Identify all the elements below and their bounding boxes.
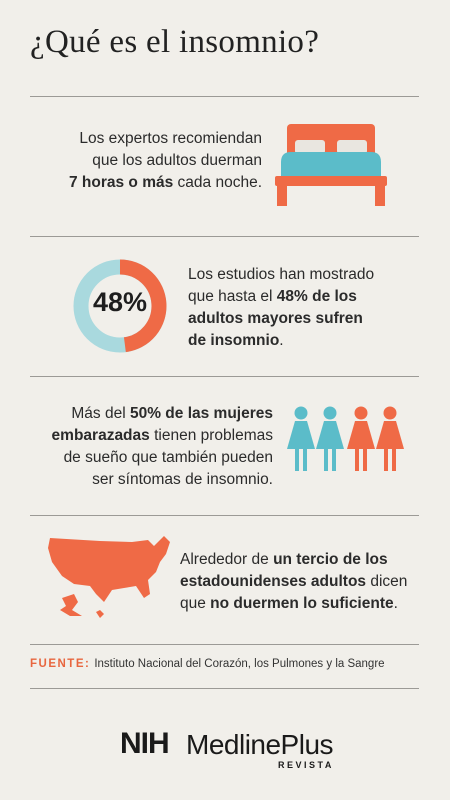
percent-label: 48%: [92, 287, 148, 317]
logo-nih: NIH: [120, 727, 170, 760]
source-line: FUENTE: Instituto Nacional del Corazón, l…: [30, 658, 385, 670]
women-figures-icon: [287, 406, 404, 471]
divider: [30, 376, 419, 377]
divider: [30, 236, 419, 237]
page-title: ¿Qué es el insomnio?: [30, 24, 320, 60]
source-label: FUENTE:: [30, 658, 91, 670]
usa-map-icon: [48, 536, 170, 618]
divider: [30, 688, 419, 689]
logo-medlineplus: MedlinePlus: [186, 729, 334, 760]
section-americans-text: Alrededor de un tercio de los estadounid…: [180, 551, 408, 612]
divider: [30, 96, 419, 97]
donut-percent-icon: [73, 259, 167, 353]
bed-icon: [275, 124, 387, 206]
divider: [30, 644, 419, 645]
source-text: Instituto Nacional del Corazón, los Pulm…: [94, 658, 385, 670]
section-pregnant-women-text: Más del 50% de las mujeres embarazadas t…: [51, 405, 273, 488]
section-older-adults-text: Los estudios han mostrado que hasta el 4…: [188, 266, 375, 349]
divider: [30, 515, 419, 516]
section-sleep-recommendation-text: Los expertos recomiendan que los adultos…: [68, 130, 262, 191]
logo-revista: REVISTA: [278, 760, 334, 770]
